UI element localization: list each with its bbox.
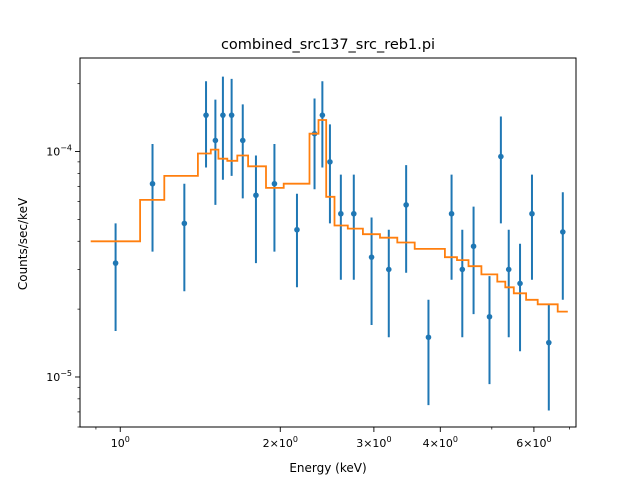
data-point-13: [327, 159, 333, 165]
data-point-0: [112, 260, 119, 266]
data-point-28: [546, 339, 552, 346]
data-point-14: [338, 210, 344, 217]
data-point-4: [212, 137, 219, 144]
x-tick-label-0: 100: [111, 435, 130, 450]
data-point-9: [271, 180, 278, 187]
data-point-21: [459, 266, 466, 273]
y-axis-label: Counts/sec/keV: [16, 197, 30, 290]
plot-frame: [79, 57, 577, 428]
data-point-5: [220, 112, 226, 118]
data-point-16: [368, 254, 375, 260]
data-point-29: [560, 229, 566, 235]
x-tick-label-4: 6×100: [516, 435, 551, 450]
x-tick-label-3: 4×100: [423, 435, 458, 450]
data-point-25: [505, 266, 512, 273]
data-point-3: [203, 112, 209, 118]
data-point-23: [486, 313, 493, 320]
chart-title: combined_src137_src_reb1.pi: [221, 37, 435, 53]
data-point-22: [470, 243, 477, 250]
data-point-10: [294, 226, 300, 233]
data-point-18: [403, 202, 409, 208]
data-point-15: [350, 210, 357, 217]
y-tick-label-1: 10−4: [46, 144, 72, 159]
data-point-2: [181, 220, 188, 227]
data-point-1: [149, 180, 156, 187]
data-point-7: [239, 137, 246, 144]
data-point-20: [448, 210, 455, 217]
data-point-6: [228, 112, 235, 118]
y-tick-label-0: 10−5: [46, 369, 72, 384]
model-step-line: [90, 119, 568, 313]
axis-ticks: 100 2×100 3×100 4×100 6×100 10−5 10−4: [46, 83, 570, 450]
data-point-17: [385, 266, 392, 273]
x-tick-label-1: 2×100: [263, 435, 298, 450]
data-point-19: [425, 334, 432, 341]
data-point-26: [517, 280, 523, 287]
plot-area: [90, 76, 568, 411]
data-point-27: [529, 210, 535, 217]
x-axis-label: Energy (keV): [289, 461, 366, 475]
data-point-8: [253, 192, 259, 199]
x-tick-label-2: 3×100: [356, 435, 391, 450]
data-point-24: [498, 153, 504, 160]
data-point-12: [319, 112, 326, 118]
